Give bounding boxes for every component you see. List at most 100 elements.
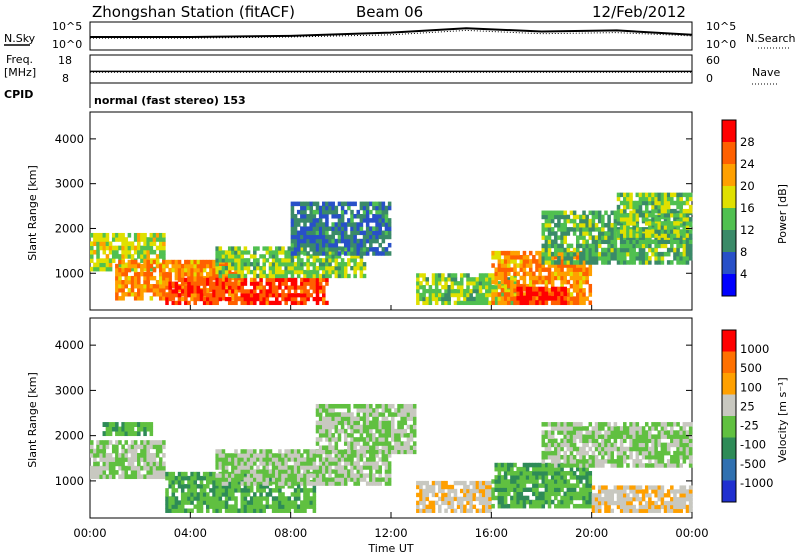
data-cell <box>334 242 339 248</box>
data-cell <box>190 267 194 273</box>
data-cell <box>676 422 680 427</box>
data-cell <box>246 492 251 497</box>
data-cell <box>133 457 138 462</box>
data-cell <box>381 461 386 466</box>
data-cell <box>356 441 361 446</box>
data-cell <box>96 470 100 475</box>
data-cell <box>152 284 157 289</box>
data-cell <box>328 477 332 482</box>
data-cell <box>124 249 129 255</box>
data-cell <box>278 508 282 513</box>
data-cell <box>318 281 323 286</box>
data-cell <box>296 453 301 458</box>
data-cell <box>215 477 219 482</box>
data-cell <box>406 449 411 455</box>
data-cell <box>478 296 483 302</box>
data-cell <box>293 488 298 493</box>
data-cell <box>522 487 527 492</box>
data-cell <box>607 450 611 456</box>
data-cell <box>206 263 210 269</box>
data-cell <box>497 292 502 297</box>
data-cell <box>607 426 611 431</box>
data-cell <box>654 426 658 431</box>
data-cell <box>115 279 119 285</box>
data-cell <box>259 492 263 497</box>
data-cell <box>143 422 147 427</box>
data-cell <box>582 231 586 236</box>
data-cell <box>547 499 552 505</box>
data-cell <box>340 209 345 215</box>
data-cell <box>102 232 107 238</box>
data-cell <box>447 492 451 498</box>
data-cell <box>629 210 633 216</box>
data-cell <box>434 300 439 306</box>
data-cell <box>171 484 176 489</box>
data-cell <box>619 454 624 460</box>
data-cell <box>466 500 470 506</box>
data-cell <box>146 267 150 273</box>
data-cell <box>648 200 652 206</box>
data-cell <box>190 471 194 477</box>
data-cell <box>281 457 285 462</box>
data-cell <box>350 465 354 470</box>
data-cell <box>240 508 245 513</box>
data-cell <box>90 470 94 475</box>
data-cell <box>249 293 254 298</box>
data-cell <box>259 269 263 275</box>
data-cell <box>149 249 154 255</box>
data-cell <box>322 242 326 248</box>
data-cell <box>322 230 326 236</box>
data-cell <box>547 231 552 236</box>
data-cell <box>152 241 157 247</box>
data-cell <box>340 222 345 227</box>
data-cell <box>306 234 310 240</box>
data-cell <box>481 492 486 498</box>
data-cell <box>350 412 354 417</box>
data-cell <box>296 234 301 240</box>
data-cell <box>572 475 577 480</box>
data-cell <box>431 292 436 298</box>
data-cell <box>143 279 147 285</box>
data-cell <box>300 277 304 282</box>
data-cell <box>240 453 245 458</box>
data-cell <box>632 438 636 444</box>
data-cell <box>397 433 401 438</box>
data-cell <box>340 250 345 255</box>
data-cell <box>268 285 273 290</box>
data-cell <box>638 204 643 210</box>
data-cell <box>93 470 97 475</box>
data-cell <box>224 488 229 493</box>
power-colorbar-tick-label: 24 <box>740 157 755 171</box>
data-cell <box>657 251 662 257</box>
data-cell <box>127 292 132 297</box>
data-cell <box>234 277 238 282</box>
data-cell <box>259 469 263 474</box>
data-cell <box>190 496 194 501</box>
data-cell <box>666 217 671 222</box>
data-cell <box>554 255 558 260</box>
data-cell <box>378 242 382 248</box>
data-cell <box>403 445 408 450</box>
data-cell <box>588 235 593 240</box>
data-cell <box>146 275 150 281</box>
data-cell <box>391 449 395 455</box>
data-cell <box>538 499 542 505</box>
data-cell <box>579 214 583 220</box>
data-cell <box>431 288 436 294</box>
data-cell <box>563 263 567 268</box>
data-cell <box>528 291 533 297</box>
freq-tick-top: 18 <box>58 54 72 67</box>
data-cell <box>127 461 132 467</box>
data-cell <box>547 454 552 460</box>
data-cell <box>365 201 370 207</box>
data-cell <box>306 262 310 267</box>
data-cell <box>281 258 285 263</box>
data-cell <box>293 289 298 294</box>
data-cell <box>494 285 499 290</box>
data-cell <box>372 445 376 450</box>
data-cell <box>682 247 687 253</box>
data-cell <box>322 477 326 482</box>
data-cell <box>315 277 320 282</box>
data-cell <box>265 250 270 255</box>
data-cell <box>666 204 671 210</box>
